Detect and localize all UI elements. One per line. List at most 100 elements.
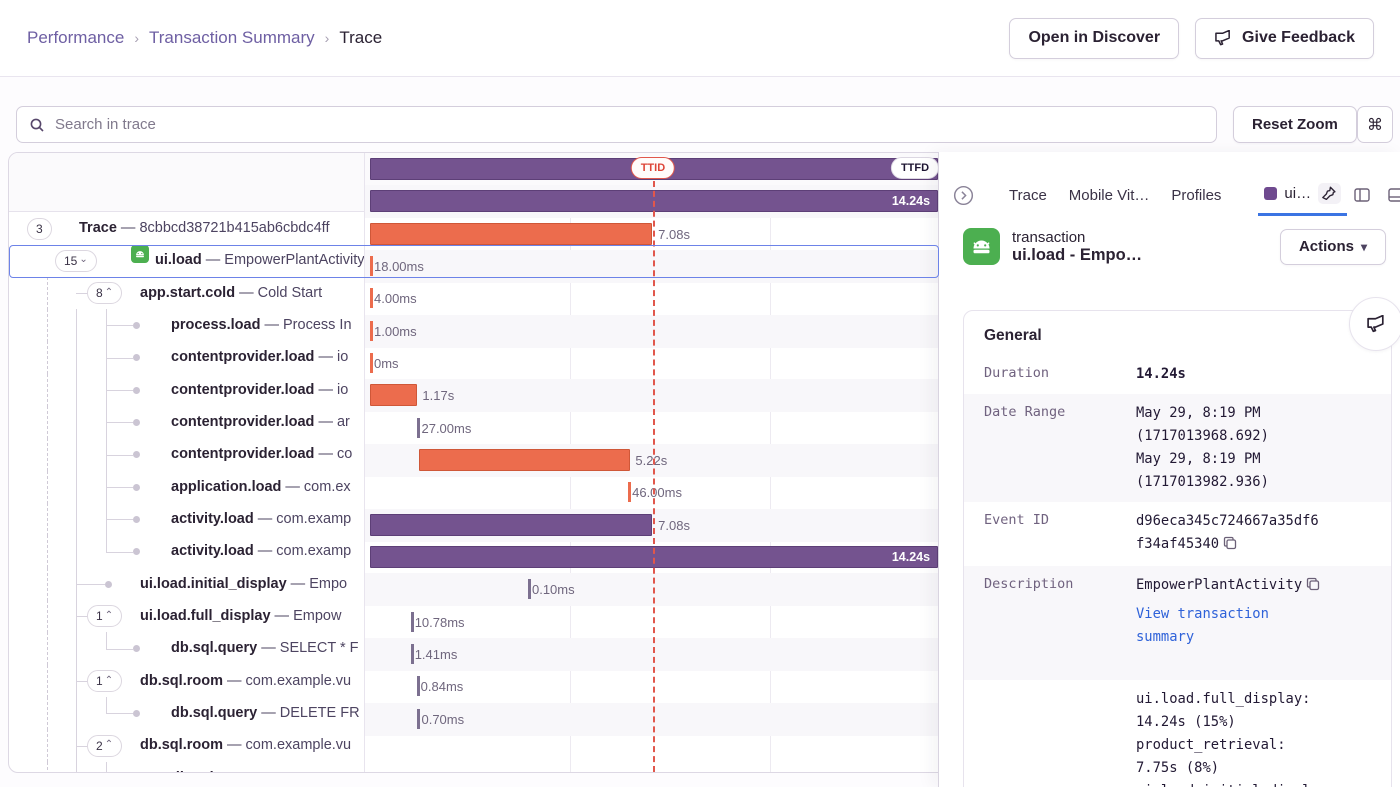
date-range-value: May 29, 8:19 PM (1717013968.692) May 29,… bbox=[1136, 405, 1269, 490]
breadcrumb-performance[interactable]: Performance bbox=[27, 28, 125, 47]
android-icon bbox=[963, 228, 1000, 265]
span-tick[interactable] bbox=[417, 417, 421, 438]
span-tick[interactable] bbox=[527, 579, 531, 600]
tab-mobile-vitals[interactable]: Mobile Vit… bbox=[1068, 186, 1150, 204]
span-row-track[interactable]: 0.84ms bbox=[365, 670, 939, 703]
span-tick[interactable] bbox=[410, 611, 414, 632]
span-row-track[interactable]: 1.17s bbox=[365, 379, 939, 413]
span-tree-row[interactable]: process.load — Process In bbox=[9, 308, 364, 342]
span-row-track[interactable]: 46.00ms bbox=[365, 476, 939, 509]
span-row-track[interactable]: 10.78ms bbox=[365, 606, 939, 639]
span-name: contentprovider.load — io bbox=[171, 381, 349, 398]
open-in-discover-button[interactable]: Open in Discover bbox=[1009, 17, 1180, 59]
span-tree-row[interactable]: activity.load — com.examp bbox=[9, 502, 364, 536]
give-feedback-button[interactable]: Give Feedback bbox=[1195, 17, 1374, 59]
span-tree-row[interactable]: contentprovider.load — io bbox=[9, 373, 364, 407]
span-tree-row[interactable]: activity.load — com.examp bbox=[9, 535, 364, 569]
span-tick[interactable] bbox=[417, 708, 421, 729]
breadcrumb-transaction-summary[interactable]: Transaction Summary bbox=[149, 28, 315, 47]
expand-children-badge[interactable]: 8 ⌃ bbox=[87, 282, 123, 305]
tree-connector bbox=[106, 632, 107, 649]
span-tree-row[interactable]: 2 ⌃ db.sql.room — com.example.vu bbox=[9, 729, 364, 763]
span-tree-row[interactable]: db.sql.query — DELETE FR bbox=[9, 696, 364, 730]
tree-connector bbox=[76, 293, 89, 295]
span-tree-row[interactable]: 3 Trace — 8cbbcd38721b415ab6cbdc4ff bbox=[9, 212, 364, 245]
span-bar[interactable] bbox=[369, 222, 653, 245]
breadcrumb: Performance › Transaction Summary › Trac… bbox=[27, 28, 382, 48]
span-tree-row[interactable]: db.sql.query — SELECT * F bbox=[9, 632, 364, 666]
feedback-circle-button[interactable] bbox=[1349, 297, 1400, 351]
expand-children-badge[interactable]: 1 ⌃ bbox=[87, 670, 123, 693]
span-row-track[interactable]: 27.00ms bbox=[365, 412, 939, 445]
shortcut-button[interactable]: ⌘ bbox=[1357, 106, 1393, 143]
span-tree-row[interactable]: 1 ⌃ ui.load.full_display — Empow bbox=[9, 599, 364, 633]
leaf-dot bbox=[133, 645, 140, 653]
tab-trace[interactable]: Trace bbox=[1009, 186, 1047, 204]
expand-children-badge[interactable]: 3 bbox=[27, 217, 52, 240]
span-tree-row[interactable]: contentprovider.load — ar bbox=[9, 405, 364, 439]
search-input[interactable] bbox=[53, 115, 1204, 134]
dock-left-icon[interactable] bbox=[1349, 182, 1375, 208]
copy-icon[interactable] bbox=[1223, 535, 1237, 558]
span-tree-row[interactable]: application.load — com.ex bbox=[9, 470, 364, 504]
span-tree-row[interactable]: 1 ⌃ db.sql.room — com.example.vu bbox=[9, 664, 364, 698]
expand-children-badge[interactable]: 1 ⌃ bbox=[87, 605, 123, 628]
span-tree-row[interactable]: contentprovider.load — io bbox=[9, 341, 364, 375]
breadcrumb-separator: › bbox=[134, 30, 139, 46]
span-name: application.load — com.ex bbox=[171, 478, 351, 495]
span-tick[interactable] bbox=[628, 482, 632, 503]
event-id-key: Event ID bbox=[984, 512, 1050, 528]
actions-button[interactable]: Actions ▾ bbox=[1279, 228, 1386, 265]
span-row-track[interactable]: 0.10ms bbox=[365, 573, 939, 607]
span-tree-row[interactable]: 15 ⌄ ui.load — EmpowerPlantActivity bbox=[9, 244, 364, 277]
tree-connector bbox=[76, 373, 77, 407]
span-duration-label: 1.41ms bbox=[414, 646, 458, 662]
span-tree-row[interactable]: contentprovider.load — co bbox=[9, 438, 364, 472]
trace-search[interactable] bbox=[16, 106, 1217, 143]
tree-connector bbox=[47, 373, 48, 407]
drawer-tab-bar: Trace Mobile Vit… Profiles ui… bbox=[939, 176, 1400, 216]
breadcrumb-trace: Trace bbox=[339, 28, 383, 47]
copy-icon[interactable] bbox=[1306, 576, 1320, 599]
expand-children-badge[interactable]: 2 ⌃ bbox=[87, 734, 123, 757]
span-row-track[interactable]: 4.00ms bbox=[365, 282, 939, 315]
tab-span-detail-active[interactable]: ui… bbox=[1258, 183, 1348, 216]
span-tree-row[interactable]: db.sql.query — INSERT OR bbox=[9, 761, 364, 772]
span-tick[interactable] bbox=[369, 255, 373, 276]
span-tree-row[interactable]: 8 ⌃ app.start.cold — Cold Start bbox=[9, 276, 364, 310]
tree-connector bbox=[76, 308, 77, 342]
span-duration-label: 27.00ms bbox=[421, 420, 472, 436]
reset-zoom-button[interactable]: Reset Zoom bbox=[1233, 106, 1357, 143]
grid-line bbox=[569, 212, 571, 772]
span-row-track[interactable]: 0ms bbox=[365, 347, 939, 380]
span-tick[interactable] bbox=[369, 320, 373, 341]
expand-children-badge[interactable]: 15 ⌄ bbox=[55, 249, 97, 272]
span-tick[interactable] bbox=[369, 352, 373, 373]
span-tick[interactable] bbox=[416, 676, 420, 697]
span-row-track[interactable]: 1.00ms bbox=[365, 314, 939, 348]
span-tick[interactable] bbox=[410, 643, 414, 664]
collapse-drawer-button[interactable] bbox=[949, 181, 978, 210]
span-row-track[interactable]: 7.08s bbox=[365, 508, 939, 542]
span-row-track[interactable]: 5.22s bbox=[365, 443, 939, 477]
tree-connector bbox=[76, 632, 77, 666]
actions-label: Actions bbox=[1298, 238, 1354, 255]
pin-icon[interactable] bbox=[1318, 183, 1342, 204]
span-tree-row[interactable]: ui.load.initial_display — Empo bbox=[9, 567, 364, 601]
timeline-area[interactable]: 14.24s 14.24s 7.08s 18.00ms 4.00ms 1.00ms 0ms 1… bbox=[364, 153, 939, 772]
span-bar[interactable] bbox=[419, 448, 630, 471]
span-bar[interactable] bbox=[369, 384, 417, 407]
view-transaction-summary-link[interactable]: View transaction summary bbox=[1136, 606, 1269, 645]
span-row-track[interactable]: 7.08s bbox=[365, 218, 939, 251]
tab-profiles[interactable]: Profiles bbox=[1171, 186, 1222, 204]
leaf-dot bbox=[133, 321, 140, 329]
tree-connector bbox=[76, 535, 77, 569]
dock-bottom-icon[interactable] bbox=[1383, 182, 1400, 208]
span-tick[interactable] bbox=[369, 288, 373, 309]
description-key: Description bbox=[984, 576, 1074, 592]
span-bar[interactable] bbox=[369, 513, 653, 536]
span-duration-label: 1.00ms bbox=[374, 323, 417, 339]
span-name: db.sql.query — SELECT * F bbox=[171, 640, 359, 657]
span-row-track[interactable]: 0.70ms bbox=[365, 702, 939, 736]
span-row-track[interactable]: 1.41ms bbox=[365, 637, 939, 671]
